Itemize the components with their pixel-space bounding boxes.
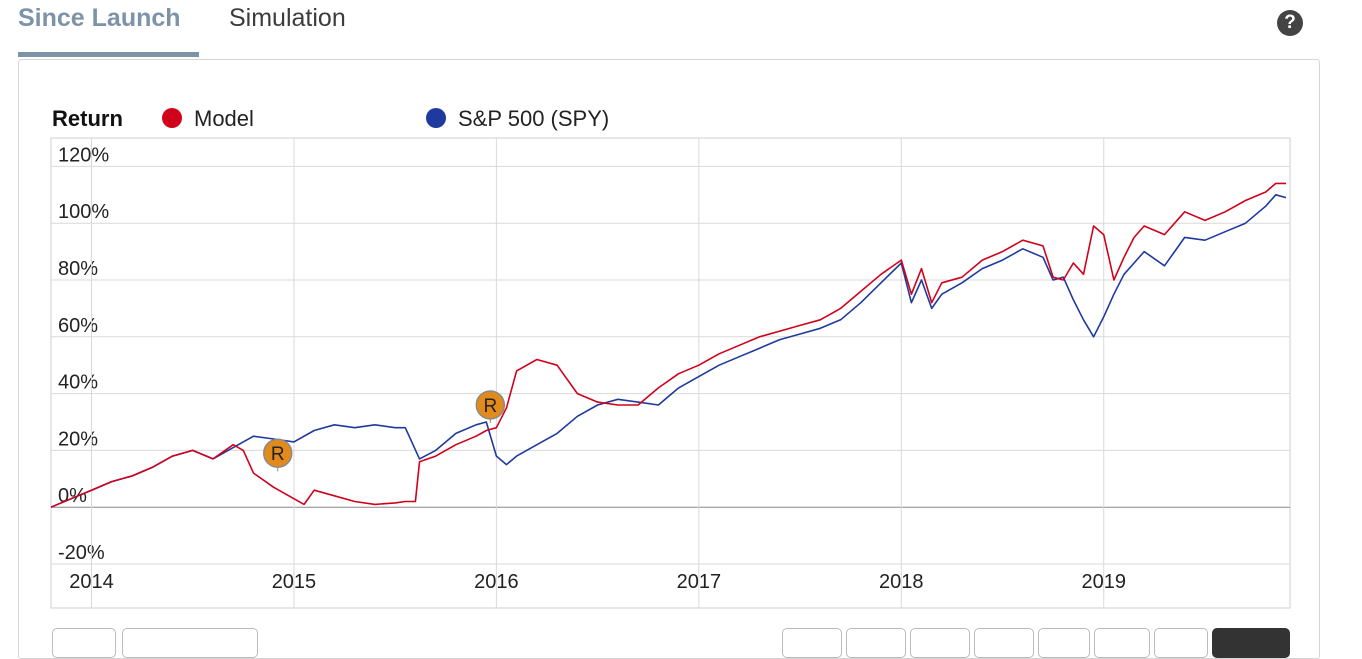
bottom-button-1[interactable]	[52, 628, 116, 658]
series-line-model	[50, 182, 1286, 508]
active-tab-indicator	[18, 52, 199, 57]
range-button-4[interactable]	[974, 628, 1034, 658]
range-button-all[interactable]	[1212, 628, 1290, 658]
y-tick-label: -20%	[58, 542, 105, 564]
legend-dot-model	[162, 108, 182, 128]
y-tick-label: 60%	[58, 315, 98, 337]
tab-since-launch[interactable]: Since Launch	[18, 4, 181, 32]
question-mark-icon[interactable]: ?	[1277, 10, 1303, 36]
y-tick-label: 20%	[58, 428, 98, 450]
plot-frame	[50, 137, 1291, 609]
legend-title: Return	[52, 106, 123, 131]
range-button-3[interactable]	[910, 628, 970, 658]
legend-item-model[interactable]: Model	[162, 106, 254, 132]
x-tick-label: 2016	[474, 571, 519, 593]
range-button-1[interactable]	[782, 628, 842, 658]
tab-simulation[interactable]: Simulation	[229, 4, 346, 32]
chart-panel	[18, 59, 1320, 659]
rebalance-marker	[475, 390, 506, 420]
range-button-6[interactable]	[1094, 628, 1150, 658]
series-line-spy	[50, 194, 1287, 508]
legend-item-spy[interactable]: S&P 500 (SPY)	[426, 106, 609, 132]
return-line-chart: -20% 0% 20% 40% 60% 80% 100% 120% 2014 2015 2016 20…	[50, 137, 1291, 609]
range-button-2[interactable]	[846, 628, 906, 658]
rebalance-marker-label: R	[483, 396, 497, 417]
x-tick-label: 2014	[69, 571, 114, 593]
x-tick-label: 2018	[879, 571, 924, 593]
y-tick-label: 80%	[58, 258, 98, 280]
y-tick-label: 40%	[58, 372, 98, 394]
y-tick-label: 120%	[58, 144, 109, 166]
legend-label-spy: S&P 500 (SPY)	[458, 106, 610, 131]
bottom-button-2[interactable]	[122, 628, 258, 658]
x-tick-label: 2017	[677, 571, 722, 593]
x-tick-label: 2015	[272, 571, 317, 593]
rebalance-marker-label: R	[271, 444, 285, 465]
range-button-5[interactable]	[1038, 628, 1090, 658]
tab-bar: Since Launch Simulation ?	[0, 0, 1362, 58]
y-tick-label: 0%	[58, 485, 87, 507]
x-tick-label: 2019	[1081, 571, 1126, 593]
rebalance-marker	[262, 438, 293, 468]
y-tick-label: 100%	[58, 201, 109, 223]
range-button-7[interactable]	[1154, 628, 1208, 658]
legend-dot-spy	[426, 108, 446, 128]
legend-label-model: Model	[194, 106, 254, 131]
